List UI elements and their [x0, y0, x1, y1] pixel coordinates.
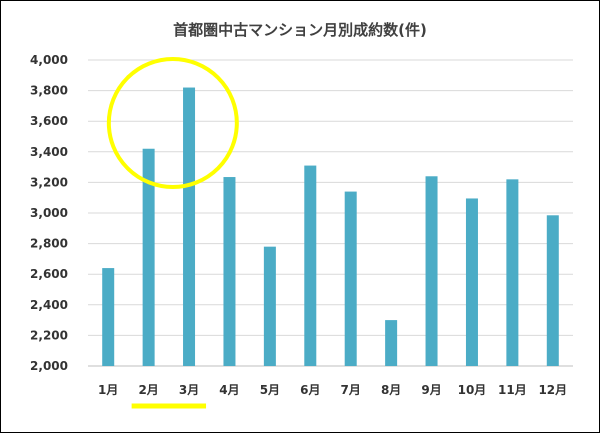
bar-2月	[142, 148, 155, 366]
x-tick-label: 2月	[138, 383, 158, 397]
bar-7月	[344, 191, 357, 366]
y-tick-label: 2,800	[30, 237, 68, 251]
y-tick-label: 2,400	[30, 298, 68, 312]
x-axis-tick-labels: 1月 2月 3月 4月 5月 6月 7月 8月 9月 10月 11月 12月	[98, 383, 567, 397]
x-tick-label: 12月	[538, 383, 567, 397]
bar-12月	[546, 215, 559, 366]
x-tick-label: 11月	[498, 383, 527, 397]
bar-9月	[425, 176, 438, 366]
bar-10月	[465, 198, 478, 366]
bar-3月	[183, 87, 196, 366]
highlight-circle	[106, 57, 239, 189]
y-tick-label: 3,400	[30, 145, 68, 159]
y-axis-tick-labels: 2,000 2,200 2,400 2,600 2,800 3,000 3,200 3,400…	[30, 53, 68, 373]
y-tick-label: 2,200	[30, 328, 68, 342]
chart-title: 首都圏中古マンション月別成約数(件)	[173, 21, 427, 39]
y-tick-label: 3,600	[30, 114, 68, 128]
bar-8月	[385, 320, 398, 366]
highlight-annotations	[106, 57, 239, 409]
x-tick-label: 3月	[179, 383, 199, 397]
bar-5月	[263, 246, 276, 366]
y-tick-label: 3,000	[30, 206, 68, 220]
y-tick-label: 3,800	[30, 84, 68, 98]
bar-4月	[223, 177, 236, 366]
x-tick-label: 5月	[260, 383, 280, 397]
x-tick-label: 4月	[219, 383, 239, 397]
x-tick-label: 7月	[341, 383, 361, 397]
bar-6月	[304, 165, 317, 366]
bar-1月	[102, 268, 115, 366]
x-tick-label: 1月	[98, 383, 118, 397]
x-tick-label: 6月	[300, 383, 320, 397]
y-tick-label: 3,200	[30, 175, 68, 189]
y-tick-label: 2,600	[30, 267, 68, 281]
y-tick-label: 4,000	[30, 53, 68, 67]
x-tick-label: 10月	[458, 383, 487, 397]
bar-11月	[506, 179, 519, 366]
bars	[102, 87, 559, 366]
y-tick-label: 2,000	[30, 359, 68, 373]
gridlines	[88, 59, 573, 367]
x-tick-label: 8月	[381, 383, 401, 397]
x-tick-label: 9月	[421, 383, 441, 397]
